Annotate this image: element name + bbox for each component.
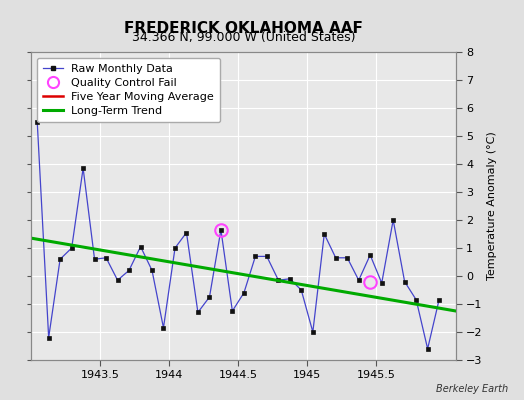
Text: Berkeley Earth: Berkeley Earth: [436, 384, 508, 394]
Title: FREDERICK OKLAHOMA AAF: FREDERICK OKLAHOMA AAF: [124, 20, 363, 36]
Text: 34.366 N, 99.000 W (United States): 34.366 N, 99.000 W (United States): [132, 31, 355, 44]
Y-axis label: Temperature Anomaly (°C): Temperature Anomaly (°C): [487, 132, 497, 280]
Legend: Raw Monthly Data, Quality Control Fail, Five Year Moving Average, Long-Term Tren: Raw Monthly Data, Quality Control Fail, …: [37, 58, 220, 122]
